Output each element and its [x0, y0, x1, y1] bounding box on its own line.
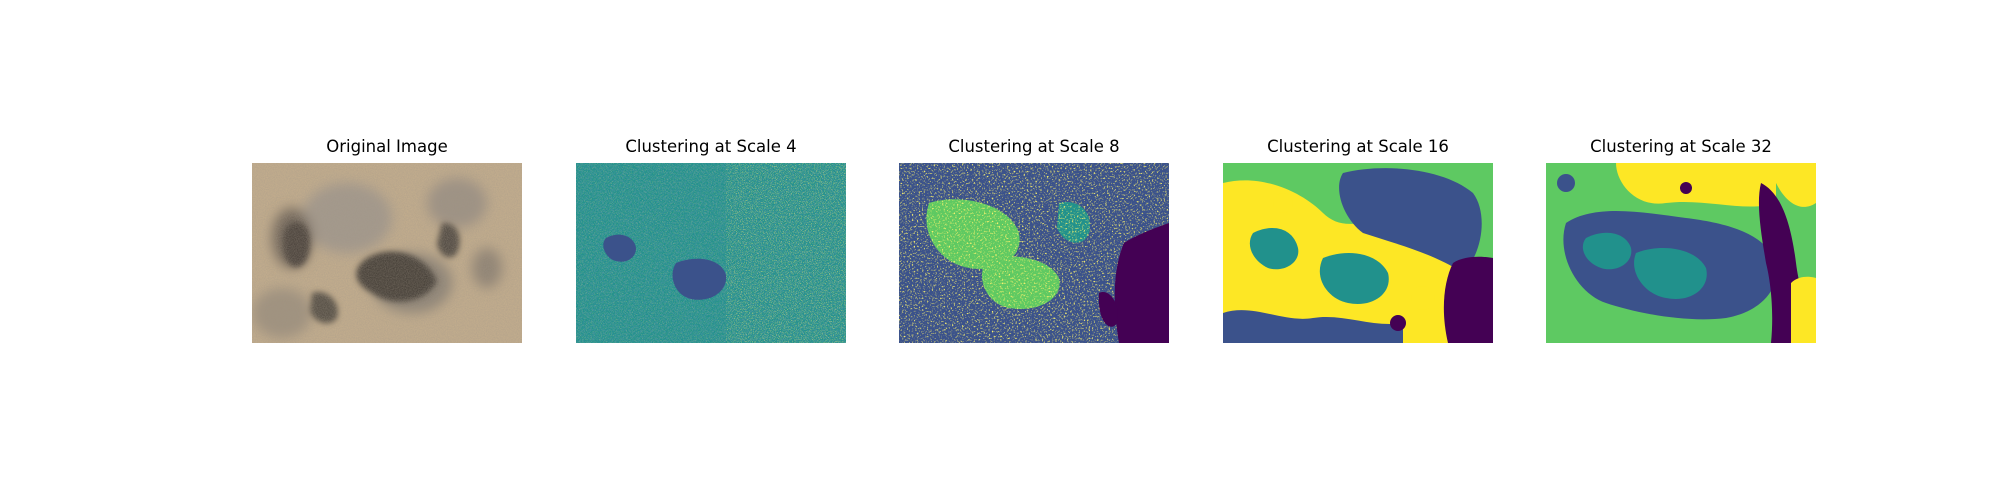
- panel-original-image: Original Image: [252, 135, 522, 343]
- panel-title: Clustering at Scale 4: [625, 137, 797, 156]
- panel-title: Clustering at Scale 32: [1590, 137, 1772, 156]
- panel-scale-4: Clustering at Scale 4: [576, 135, 846, 343]
- cluster-map-scale-16: [1223, 163, 1493, 343]
- cluster-map-scale-4: [576, 163, 846, 343]
- panel-title: Clustering at Scale 16: [1267, 137, 1449, 156]
- cluster-map-scale-32: [1546, 163, 1816, 343]
- panel-title: Original Image: [326, 137, 448, 156]
- panel-scale-16: Clustering at Scale 16: [1223, 135, 1493, 343]
- original-image: [252, 163, 522, 343]
- panel-scale-32: Clustering at Scale 32: [1546, 135, 1816, 343]
- panel-scale-8: Clustering at Scale 8: [899, 135, 1169, 343]
- panel-title: Clustering at Scale 8: [948, 137, 1120, 156]
- cluster-map-scale-8: [899, 163, 1169, 343]
